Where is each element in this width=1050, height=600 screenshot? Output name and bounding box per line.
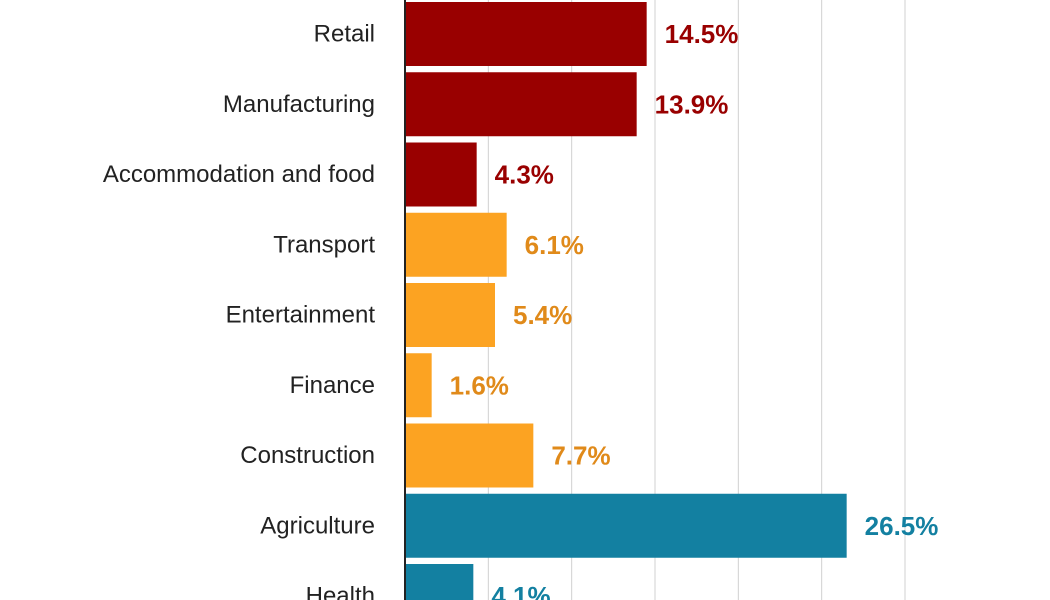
bar	[405, 493, 847, 558]
category-label: Agriculture	[260, 512, 375, 539]
value-label: 26.5%	[865, 511, 939, 541]
bar	[405, 564, 474, 600]
bar	[405, 283, 495, 347]
value-label: 4.1%	[491, 581, 550, 600]
bar	[405, 72, 637, 137]
value-label: 1.6%	[450, 370, 509, 400]
value-label: 5.4%	[513, 300, 572, 330]
category-label: Finance	[290, 372, 375, 399]
bar	[405, 142, 477, 207]
bar	[405, 2, 647, 66]
value-label: 6.1%	[525, 230, 584, 260]
bar	[405, 353, 432, 418]
category-label: Accommodation and food	[103, 161, 375, 188]
value-label: 7.7%	[551, 441, 610, 471]
category-label: Construction	[240, 442, 375, 469]
category-label: Retail	[314, 21, 375, 48]
category-label: Manufacturing	[223, 91, 375, 118]
value-label: 13.9%	[655, 89, 729, 119]
value-label: 4.3%	[495, 160, 554, 190]
category-label: Health	[306, 583, 375, 600]
category-label: Entertainment	[226, 302, 376, 329]
bar	[405, 212, 507, 277]
bar	[405, 423, 534, 488]
category-label: Transport	[273, 231, 375, 258]
value-label: 14.5%	[665, 19, 739, 49]
